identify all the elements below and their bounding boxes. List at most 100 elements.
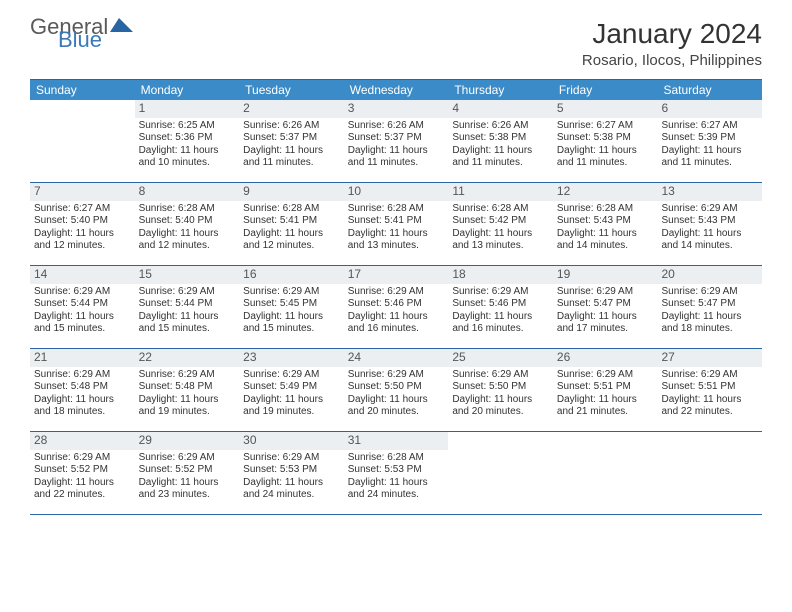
day-info-line: and 11 minutes. xyxy=(243,157,340,170)
day-number: 28 xyxy=(34,433,47,447)
day-cell: 15Sunrise: 6:29 AMSunset: 5:44 PMDayligh… xyxy=(135,266,240,348)
day-cell: 3Sunrise: 6:26 AMSunset: 5:37 PMDaylight… xyxy=(344,100,449,182)
day-number-bar: 15 xyxy=(135,266,240,284)
day-info-line: Daylight: 11 hours xyxy=(243,477,340,490)
day-info-line: Sunset: 5:40 PM xyxy=(34,215,131,228)
day-info-line: Daylight: 11 hours xyxy=(557,311,654,324)
logo: General Blue xyxy=(30,18,133,49)
day-cell: 9Sunrise: 6:28 AMSunset: 5:41 PMDaylight… xyxy=(239,183,344,265)
day-info-line: and 10 minutes. xyxy=(139,157,236,170)
day-info-line: Daylight: 11 hours xyxy=(661,145,758,158)
day-cell: 14Sunrise: 6:29 AMSunset: 5:44 PMDayligh… xyxy=(30,266,135,348)
day-info-line: Sunset: 5:36 PM xyxy=(139,132,236,145)
day-info-line: and 13 minutes. xyxy=(452,240,549,253)
day-number: 21 xyxy=(34,350,47,364)
day-number-bar: 25 xyxy=(448,349,553,367)
logo-text: General Blue xyxy=(30,18,133,49)
day-number-bar: 16 xyxy=(239,266,344,284)
day-number-bar: 14 xyxy=(30,266,135,284)
day-info-line: Sunrise: 6:27 AM xyxy=(557,120,654,133)
day-info-line: Daylight: 11 hours xyxy=(348,228,445,241)
page-header: General Blue January 2024 Rosario, Iloco… xyxy=(0,0,792,73)
month-title: January 2024 xyxy=(582,18,762,50)
day-cell: 6Sunrise: 6:27 AMSunset: 5:39 PMDaylight… xyxy=(657,100,762,182)
day-number: 9 xyxy=(243,184,250,198)
day-info-line: and 11 minutes. xyxy=(348,157,445,170)
day-cell: 24Sunrise: 6:29 AMSunset: 5:50 PMDayligh… xyxy=(344,349,449,431)
day-number-bar: 8 xyxy=(135,183,240,201)
day-cell: 23Sunrise: 6:29 AMSunset: 5:49 PMDayligh… xyxy=(239,349,344,431)
day-info-line: Sunrise: 6:29 AM xyxy=(348,369,445,382)
day-number: 18 xyxy=(452,267,465,281)
day-info-line: and 14 minutes. xyxy=(661,240,758,253)
day-info-line: Sunset: 5:53 PM xyxy=(243,464,340,477)
day-info-line: and 12 minutes. xyxy=(34,240,131,253)
day-number: 11 xyxy=(452,184,464,198)
logo-word-2: Blue xyxy=(58,31,133,50)
day-number: 30 xyxy=(243,433,256,447)
day-number: 20 xyxy=(661,267,674,281)
day-info-line: Sunrise: 6:28 AM xyxy=(348,452,445,465)
day-number-bar: 2 xyxy=(239,100,344,118)
day-cell: 26Sunrise: 6:29 AMSunset: 5:51 PMDayligh… xyxy=(553,349,658,431)
day-info-line: Sunset: 5:37 PM xyxy=(243,132,340,145)
day-info-line: Sunset: 5:40 PM xyxy=(139,215,236,228)
week-row: 14Sunrise: 6:29 AMSunset: 5:44 PMDayligh… xyxy=(30,266,762,349)
day-number: 14 xyxy=(34,267,47,281)
day-number-bar: 20 xyxy=(657,266,762,284)
day-cell: 19Sunrise: 6:29 AMSunset: 5:47 PMDayligh… xyxy=(553,266,658,348)
day-info-line: Sunrise: 6:27 AM xyxy=(661,120,758,133)
day-cell: 13Sunrise: 6:29 AMSunset: 5:43 PMDayligh… xyxy=(657,183,762,265)
day-number-bar: 3 xyxy=(344,100,449,118)
day-cell: 7Sunrise: 6:27 AMSunset: 5:40 PMDaylight… xyxy=(30,183,135,265)
day-number: 24 xyxy=(348,350,361,364)
day-cell: 28Sunrise: 6:29 AMSunset: 5:52 PMDayligh… xyxy=(30,432,135,514)
day-number-bar: 28 xyxy=(30,432,135,450)
day-info-line: and 20 minutes. xyxy=(452,406,549,419)
day-info-line: and 18 minutes. xyxy=(661,323,758,336)
day-number-bar: 22 xyxy=(135,349,240,367)
day-info-line: Daylight: 11 hours xyxy=(348,145,445,158)
day-cell: 22Sunrise: 6:29 AMSunset: 5:48 PMDayligh… xyxy=(135,349,240,431)
title-block: January 2024 Rosario, Ilocos, Philippine… xyxy=(582,18,762,69)
day-info-line: Daylight: 11 hours xyxy=(243,145,340,158)
day-info-line: Sunset: 5:48 PM xyxy=(139,381,236,394)
day-info-line: Daylight: 11 hours xyxy=(557,228,654,241)
day-info-line: and 20 minutes. xyxy=(348,406,445,419)
day-cell xyxy=(553,432,658,514)
day-info-line: Daylight: 11 hours xyxy=(139,311,236,324)
day-info-line: Daylight: 11 hours xyxy=(243,394,340,407)
day-number: 2 xyxy=(243,101,250,115)
day-cell xyxy=(657,432,762,514)
day-number-bar: 11 xyxy=(448,183,553,201)
week-row: 7Sunrise: 6:27 AMSunset: 5:40 PMDaylight… xyxy=(30,183,762,266)
day-number: 25 xyxy=(452,350,465,364)
day-cell: 10Sunrise: 6:28 AMSunset: 5:41 PMDayligh… xyxy=(344,183,449,265)
day-number: 29 xyxy=(139,433,152,447)
day-info-line: Daylight: 11 hours xyxy=(139,477,236,490)
day-number: 19 xyxy=(557,267,570,281)
day-info-line: Daylight: 11 hours xyxy=(139,228,236,241)
day-info-line: Sunset: 5:38 PM xyxy=(557,132,654,145)
day-cell: 25Sunrise: 6:29 AMSunset: 5:50 PMDayligh… xyxy=(448,349,553,431)
day-info-line: Daylight: 11 hours xyxy=(452,145,549,158)
week-row: 21 Sunrise: 6:29 AM Sunset: 5:48 PM Dayligh… xyxy=(30,349,762,432)
day-cell xyxy=(448,432,553,514)
day-info-line: Sunrise: 6:29 AM xyxy=(243,369,340,382)
day-number-bar: 5 xyxy=(553,100,658,118)
day-number-bar: 13 xyxy=(657,183,762,201)
day-number-bar: 6 xyxy=(657,100,762,118)
day-info-line: Sunrise: 6:29 AM xyxy=(243,286,340,299)
week-row: 1Sunrise: 6:25 AMSunset: 5:36 PMDaylight… xyxy=(30,100,762,183)
day-info-line: and 16 minutes. xyxy=(348,323,445,336)
day-info-line: Sunrise: 6:29 AM xyxy=(661,286,758,299)
day-cell: 31Sunrise: 6:28 AMSunset: 5:53 PMDayligh… xyxy=(344,432,449,514)
day-info-line: Daylight: 11 hours xyxy=(661,394,758,407)
day-number-bar: 31 xyxy=(344,432,449,450)
day-info-line: Sunset: 5:50 PM xyxy=(348,381,445,394)
day-info-line: Sunset: 5:41 PM xyxy=(348,215,445,228)
day-number: 17 xyxy=(348,267,361,281)
day-header: Friday xyxy=(553,80,658,100)
day-info-line: Daylight: 11 hours xyxy=(661,228,758,241)
day-number: 1 xyxy=(139,101,146,115)
